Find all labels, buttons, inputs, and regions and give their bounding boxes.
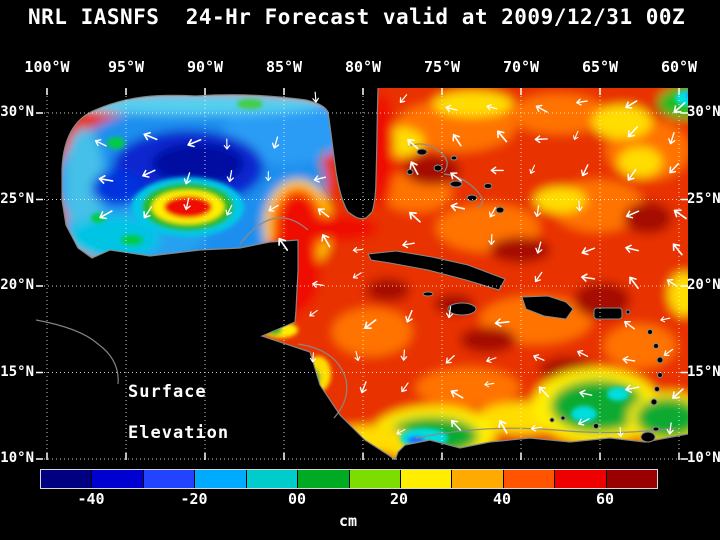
colorbar-segment [143,470,196,488]
island-trinidad [640,431,656,443]
colorbar-segment [92,470,144,488]
lat-label-right-25n: 25°N [687,191,720,207]
colorbar-tick-label: -20 [180,490,208,508]
overlay-caption-line1: Surface [128,382,207,402]
islands [367,148,664,443]
map-canvas [36,88,688,460]
coastline-contours [36,88,688,460]
current-vector-arrows [94,91,688,438]
colorbar-segment [606,470,658,488]
lon-label-85w: 85°W [265,58,303,76]
colorbar-segment [349,470,401,488]
overlay-caption-line2: Elevation [128,423,230,443]
lat-label-left-30n: 30°N [0,104,34,120]
colorbar-segment [246,470,299,488]
island-hispaniola [521,295,574,320]
lat-label-left-25n: 25°N [0,191,34,207]
lon-label-75w: 75°W [423,58,461,76]
colorbar-tick-label: 40 [492,490,512,508]
lon-label-60w: 60°W [660,58,698,76]
colorbar-segment [400,470,453,488]
lon-label-95w: 95°W [107,58,145,76]
lat-label-left-20n: 20°N [0,277,34,293]
colorbar-tick-label: -40 [77,490,105,508]
lat-label-right-20n: 20°N [687,277,720,293]
lon-label-70w: 70°W [502,58,540,76]
lat-label-right-30n: 30°N [687,104,720,120]
axis-ticks [36,88,688,460]
overlay-caption: Surface Elevation [128,384,229,442]
island-jamaica [447,302,477,316]
lon-label-90w: 90°W [186,58,224,76]
colorbar [40,469,658,489]
colorbar-segment [298,470,350,488]
lon-label-65w: 65°W [581,58,619,76]
lat-label-right-10n: 10°N [687,450,720,466]
lat-label-left-10n: 10°N [0,450,34,466]
lon-label-100w: 100°W [24,58,70,76]
colorbar-segment [41,470,93,488]
colorbar-tick-label: 00 [287,490,307,508]
colorbar-unit: cm [338,512,358,530]
lat-label-left-15n: 15°N [0,364,34,380]
island-puerto-rico [593,307,623,320]
lat-label-right-15n: 15°N [687,364,720,380]
colorbar-tick-label: 60 [595,490,615,508]
colorbar-segment [452,470,504,488]
colorbar-tick-label: 20 [389,490,409,508]
page-title: NRL IASNFS 24-Hr Forecast valid at 2009/… [28,5,686,29]
colorbar-segment [503,470,556,488]
island-cuba [367,250,506,291]
colorbar-segment [555,470,607,488]
colorbar-segment [195,470,247,488]
lon-label-80w: 80°W [344,58,382,76]
